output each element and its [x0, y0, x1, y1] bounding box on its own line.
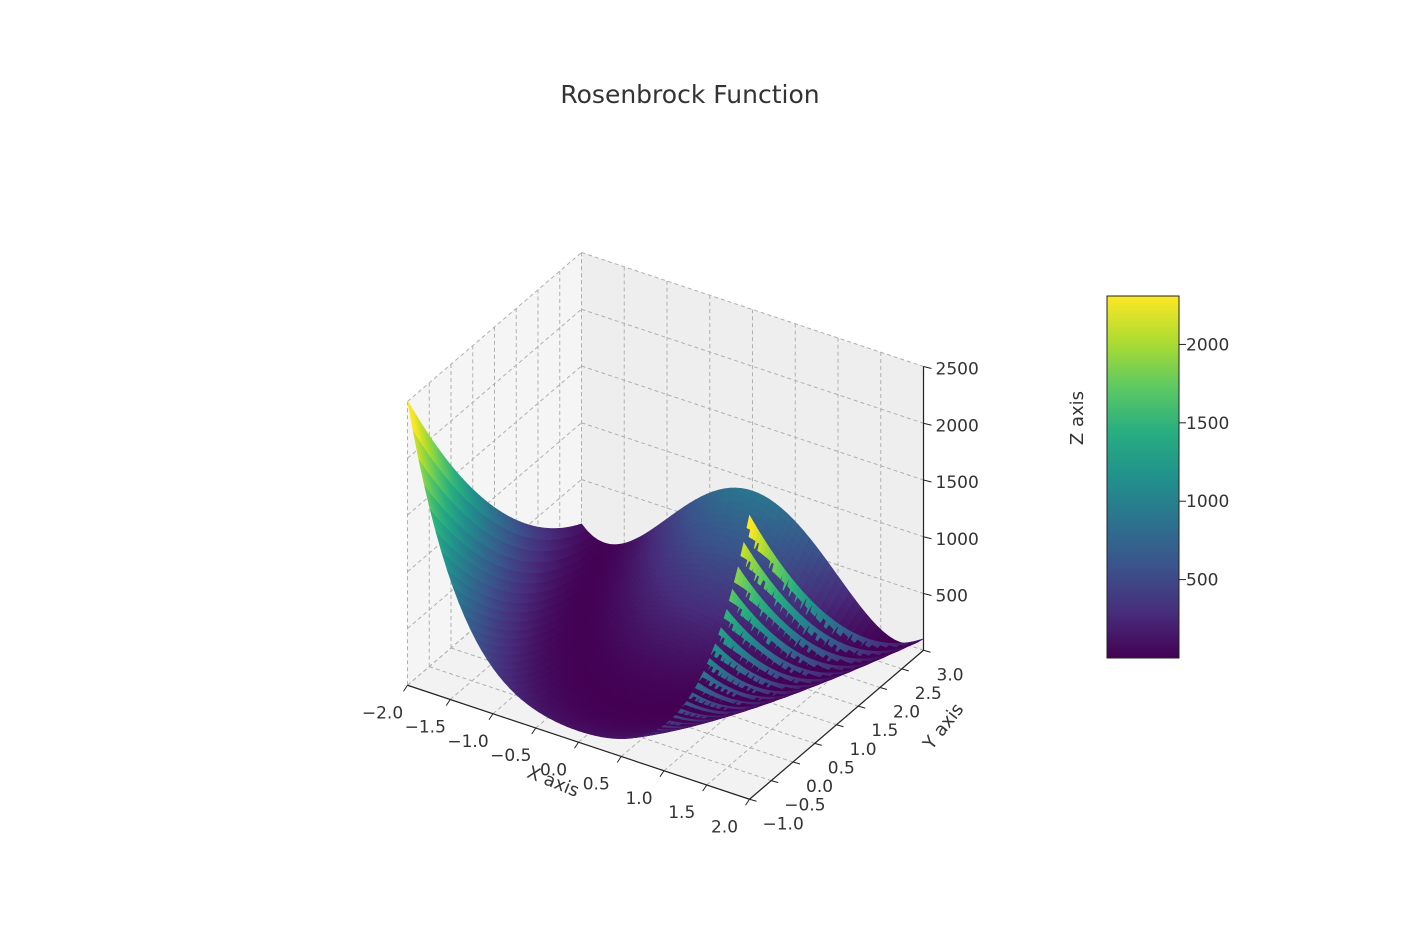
z-tick — [923, 593, 932, 596]
y-tick — [771, 780, 779, 784]
z-tick-label: 1000 — [936, 530, 979, 550]
x-tick — [574, 741, 579, 749]
z-tick-label: 2500 — [936, 360, 979, 380]
x-tick-label: 1.5 — [668, 803, 695, 823]
x-tick — [745, 798, 750, 806]
surface-plot — [407, 400, 924, 740]
z-tick — [923, 366, 932, 369]
y-tick — [901, 668, 909, 672]
y-tick-label: −0.5 — [784, 796, 825, 816]
y-tick-label: 2.0 — [893, 703, 920, 723]
x-tick — [403, 684, 408, 692]
x-tick — [531, 727, 537, 735]
left-grid-z — [407, 422, 582, 573]
y-tick-label: 2.5 — [915, 684, 942, 704]
z-tick-label: 500 — [936, 587, 968, 607]
y-tick-label: 3.0 — [937, 665, 964, 685]
y-axis-label: Y axis — [919, 699, 969, 754]
x-tick — [445, 699, 451, 706]
colorbar-tick-label: 500 — [1186, 571, 1218, 591]
x-tick-label: 0.5 — [583, 775, 610, 795]
x-tick-label: 1.0 — [625, 789, 652, 809]
y-tick-label: 0.0 — [806, 777, 833, 797]
y-tick — [814, 742, 822, 746]
colorbar — [1106, 295, 1180, 659]
x-tick-label: −1.0 — [447, 732, 488, 752]
y-tick-label: 0.5 — [828, 758, 855, 778]
y-tick-label: 1.0 — [850, 740, 877, 760]
colorbar-tick-label: 1500 — [1186, 414, 1229, 434]
colorbar-tick-label: 1000 — [1186, 492, 1229, 512]
colorbar-ticks: 500 1000 1500 2000 — [1179, 335, 1229, 591]
z-tick-label: 2000 — [936, 416, 979, 436]
x-tick-label: −1.5 — [405, 718, 446, 738]
z-tick — [923, 479, 932, 483]
left-grid-z — [407, 252, 582, 402]
z-axis-label: Z axis — [1067, 391, 1088, 445]
y-tick — [858, 705, 866, 709]
y-tick — [923, 649, 931, 653]
y-tick-label: −1.0 — [763, 814, 804, 834]
z-tick-label: 1500 — [936, 473, 979, 493]
z-tick — [923, 536, 932, 540]
y-tick-label: 1.5 — [871, 721, 898, 741]
z-tick — [923, 422, 932, 426]
surface-patch — [618, 737, 628, 740]
x-tick-label: 2.0 — [711, 817, 738, 837]
x-tick — [702, 784, 708, 792]
x-tick-label: −0.5 — [490, 746, 531, 766]
y-tick — [879, 687, 888, 690]
left-grid-z — [407, 308, 582, 459]
x-tick-label: −2.0 — [362, 703, 403, 723]
chart-title: Rosenbrock Function — [560, 80, 819, 109]
colorbar-tick-label: 2000 — [1186, 335, 1229, 355]
y-tick — [792, 761, 801, 765]
y-tick — [836, 724, 844, 728]
x-tick — [488, 713, 494, 721]
y-tick — [749, 798, 757, 802]
x-tick — [659, 770, 665, 778]
x-tick — [616, 756, 622, 763]
